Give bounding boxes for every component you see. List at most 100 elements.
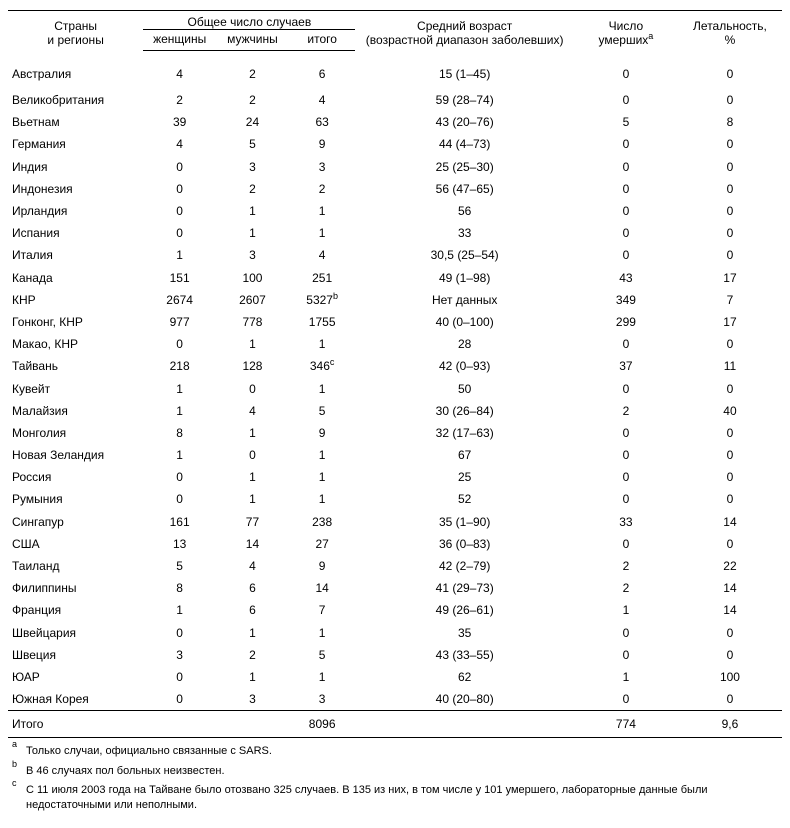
cell-value: 0 [574, 622, 678, 644]
cell-value: 2 [574, 555, 678, 577]
cell-country: Испания [8, 222, 143, 244]
table-row: Малайзия14530 (26–84)240 [8, 400, 782, 422]
cell-value: 0 [678, 89, 782, 111]
table-row: Швейцария0113500 [8, 622, 782, 644]
cell-value: 0 [574, 422, 678, 444]
cell-value: 77 [216, 511, 289, 533]
table-row: Вьетнам39246343 (20–76)58 [8, 111, 782, 133]
cell-value: 14 [289, 577, 356, 599]
table-header: Страны и регионы Общее число случаев Сре… [8, 11, 782, 51]
footnote: bВ 46 случаях пол больных неизвестен. [12, 764, 778, 781]
table-row: Австралия42615 (1–45)00 [8, 51, 782, 90]
cell-value: 30 (26–84) [355, 400, 573, 422]
cell-value: 0 [678, 533, 782, 555]
cell-value: 1 [216, 488, 289, 510]
cell-value: 1 [289, 377, 356, 399]
cell-value: 11 [678, 355, 782, 377]
table-row: Индия03325 (25–30)00 [8, 156, 782, 178]
cell-value: 1 [143, 599, 216, 621]
cell-value: 14 [678, 577, 782, 599]
cell-value: 0 [574, 200, 678, 222]
cell-value: 774 [574, 711, 678, 738]
cell-value: 1 [289, 666, 356, 688]
cell-value: 7 [289, 599, 356, 621]
cell-value: 2 [216, 178, 289, 200]
cell-value: 0 [216, 444, 289, 466]
cell-country: ЮАР [8, 666, 143, 688]
cell-value: 1 [216, 622, 289, 644]
cell-country: Итого [8, 711, 143, 738]
col-women: женщины [143, 30, 216, 51]
cell-value: 59 (28–74) [355, 89, 573, 111]
cell-value: 0 [143, 466, 216, 488]
table-row: Испания0113300 [8, 222, 782, 244]
col-deaths: Число умершихa [574, 11, 678, 51]
cell-value: 2 [216, 51, 289, 90]
cell-value: 0 [574, 244, 678, 266]
cell-value: 44 (4–73) [355, 133, 573, 155]
cell-value: 13 [143, 533, 216, 555]
cell-value: 2674 [143, 289, 216, 311]
cell-country: Великобритания [8, 89, 143, 111]
col-fatality: Летальность, % [678, 11, 782, 51]
cell-value: 1 [289, 222, 356, 244]
cell-value: 346c [289, 355, 356, 377]
table-row: Гонконг, КНР977778175540 (0–100)29917 [8, 311, 782, 333]
table-row: Южная Корея03340 (20–80)00 [8, 688, 782, 711]
table-row: Великобритания22459 (28–74)00 [8, 89, 782, 111]
cell-country: Франция [8, 599, 143, 621]
cell-value: 6 [216, 577, 289, 599]
cell-value: 2 [574, 400, 678, 422]
cell-value: 9,6 [678, 711, 782, 738]
cell-value: 0 [678, 333, 782, 355]
col-total-cases: Общее число случаев [143, 11, 355, 30]
cell-value: 8 [143, 577, 216, 599]
cell-country: Индонезия [8, 178, 143, 200]
cell-country: Филиппины [8, 577, 143, 599]
cell-value: 1 [289, 622, 356, 644]
cell-value: 0 [678, 422, 782, 444]
cell-value: 56 [355, 200, 573, 222]
cell-country: Тайвань [8, 355, 143, 377]
table-row: Сингапур1617723835 (1–90)3314 [8, 511, 782, 533]
cell-value: 0 [574, 444, 678, 466]
cell-value: 25 (25–30) [355, 156, 573, 178]
cell-value: 8 [678, 111, 782, 133]
cell-value: 299 [574, 311, 678, 333]
cell-value: 349 [574, 289, 678, 311]
cell-value: 6 [289, 51, 356, 90]
cell-value: 0 [143, 666, 216, 688]
cell-value: 1 [289, 200, 356, 222]
cell-value: 0 [678, 622, 782, 644]
cell-value: 3 [216, 156, 289, 178]
cell-value: 1 [143, 400, 216, 422]
cell-value: 3 [216, 244, 289, 266]
cell-value: 0 [678, 644, 782, 666]
cell-value: 0 [143, 200, 216, 222]
cell-value: 0 [678, 222, 782, 244]
cell-value: 1 [143, 444, 216, 466]
cell-value: 2 [289, 178, 356, 200]
table-row: США13142736 (0–83)00 [8, 533, 782, 555]
table-row: ЮАР011621100 [8, 666, 782, 688]
cell-country: Гонконг, КНР [8, 311, 143, 333]
cell-value: 1 [289, 466, 356, 488]
cell-value: 32 (17–63) [355, 422, 573, 444]
table-row: КНР267426075327bНет данных3497 [8, 289, 782, 311]
cell-value: 15 (1–45) [355, 51, 573, 90]
cell-country: Таиланд [8, 555, 143, 577]
table-row: Монголия81932 (17–63)00 [8, 422, 782, 444]
cell-value: 2 [216, 644, 289, 666]
cell-value: 0 [574, 89, 678, 111]
cell-value: 1 [216, 222, 289, 244]
cell-country: Сингапур [8, 511, 143, 533]
cell-value: 2607 [216, 289, 289, 311]
cell-value: 22 [678, 555, 782, 577]
cell-value: 40 (20–80) [355, 688, 573, 711]
cell-value: 56 (47–65) [355, 178, 573, 200]
cell-value: 0 [143, 688, 216, 711]
cell-value: 0 [574, 51, 678, 90]
cell-value: 4 [289, 244, 356, 266]
cell-country: Швеция [8, 644, 143, 666]
cell-country: Малайзия [8, 400, 143, 422]
